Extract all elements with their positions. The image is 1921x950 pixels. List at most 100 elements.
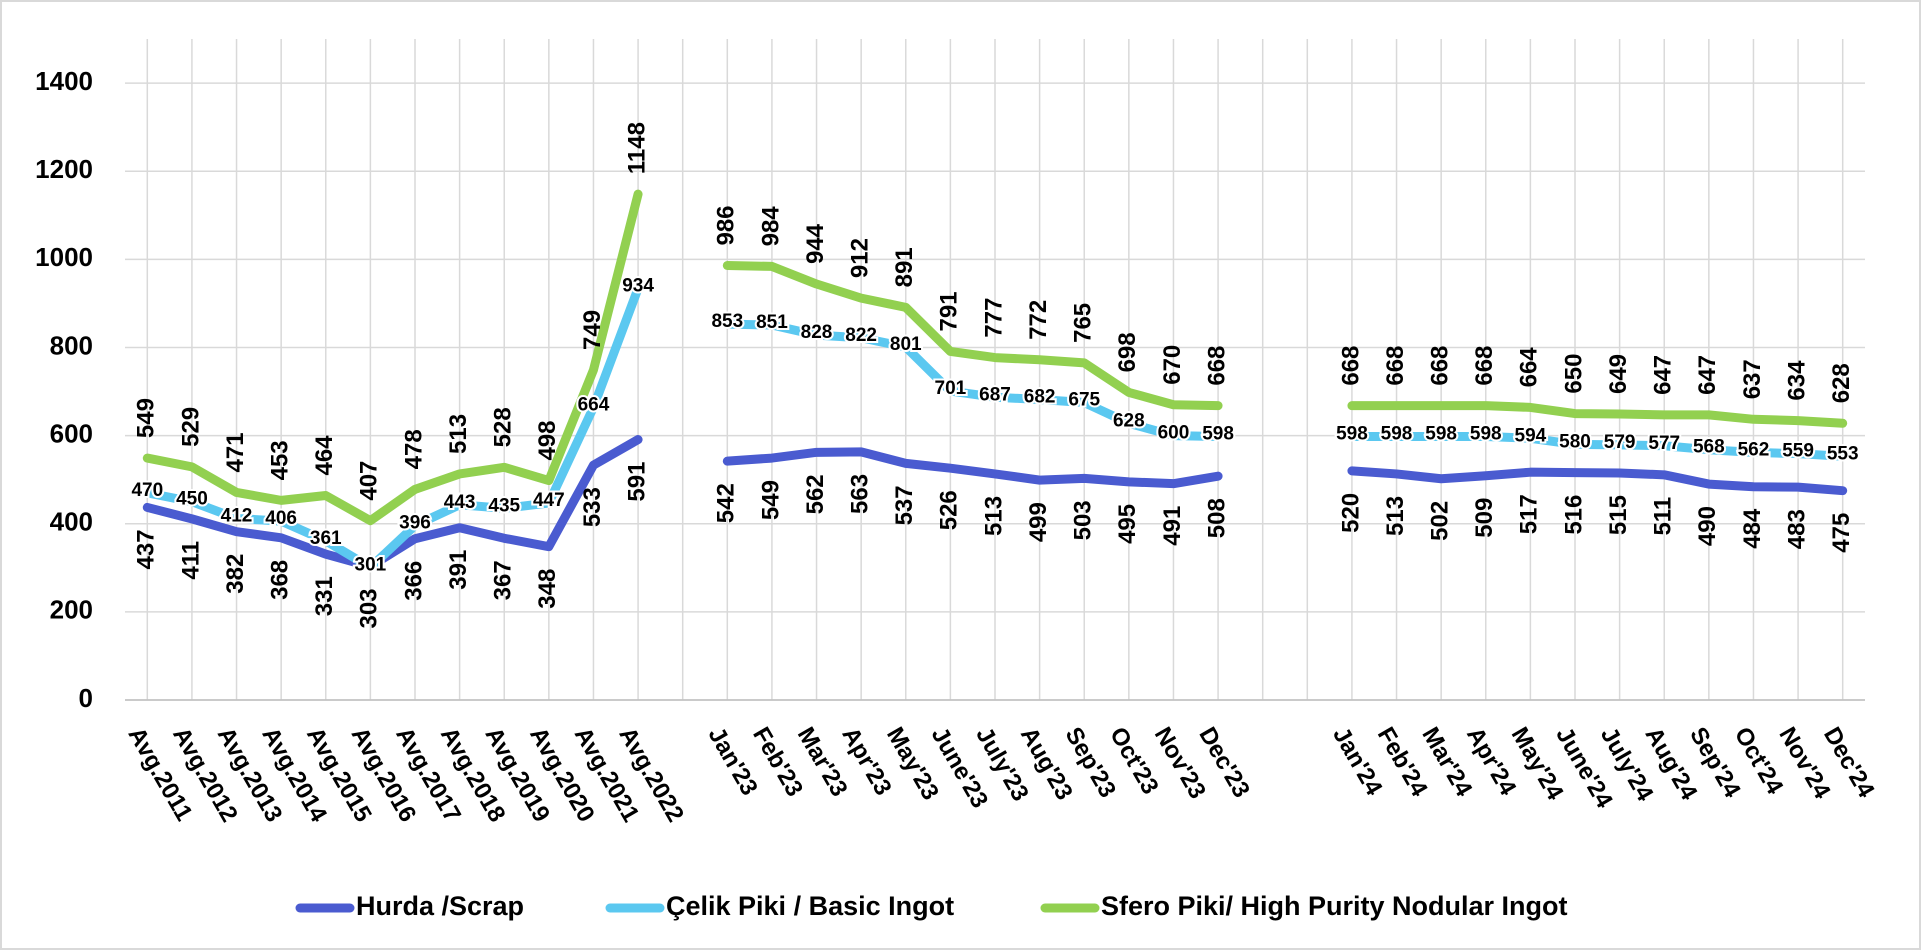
data-label: 495 [1114,504,1141,544]
y-tick-label: 1200 [35,154,93,184]
data-label: 348 [534,569,561,609]
data-label: 664 [1516,347,1543,388]
data-label: 647 [1650,355,1677,395]
data-label: 851 [756,312,788,333]
data-label: 470 [131,480,163,501]
y-tick-label: 1400 [35,66,93,96]
data-label: 670 [1159,345,1186,385]
series-line [142,189,643,526]
data-label: 822 [845,325,877,346]
series-line [1347,431,1848,461]
data-label: 478 [400,429,427,469]
data-label: 453 [266,440,293,480]
data-label: 1148 [623,122,650,174]
data-label: 598 [1381,423,1413,444]
data-label: 668 [1471,346,1498,386]
data-label: 598 [1425,423,1457,444]
data-label: 749 [579,310,606,350]
data-label: 649 [1605,354,1632,394]
data-label: 412 [221,505,253,526]
data-label: 503 [1070,500,1097,540]
data-label: 366 [400,561,427,601]
data-label: 382 [222,554,249,594]
data-label: 675 [1068,390,1100,411]
data-label: 509 [1471,498,1498,538]
data-label: 772 [1025,300,1052,340]
data-label: 801 [890,334,922,355]
data-label: 984 [757,206,784,247]
y-tick-label: 800 [50,330,93,360]
y-tick-label: 200 [50,595,93,625]
data-label: 664 [578,394,610,415]
y-tick-label: 0 [79,683,93,713]
data-label: 559 [1782,441,1814,462]
series-line [142,283,643,572]
data-label: 542 [713,483,740,523]
series-line [1347,466,1848,496]
data-label: 498 [534,421,561,461]
data-label: 647 [1694,355,1721,395]
data-label: 598 [1202,423,1234,444]
data-label: 563 [846,474,873,514]
data-label: 580 [1559,431,1591,452]
data-label: 912 [846,238,873,278]
data-label: 698 [1114,332,1141,372]
data-label: 450 [176,489,208,510]
data-label: 513 [980,496,1007,536]
data-label: 511 [1650,497,1677,536]
data-label: 515 [1605,495,1632,535]
data-label: 668 [1337,346,1364,386]
data-label: 682 [1024,386,1056,407]
series-line [722,447,1223,489]
data-label: 464 [311,435,338,476]
data-label: 517 [1516,494,1543,534]
data-label: 791 [936,291,963,331]
data-label: 668 [1382,346,1409,386]
data-label: 650 [1560,354,1587,394]
data-label: 986 [713,205,740,245]
data-label: 490 [1694,506,1721,546]
data-label: 598 [1336,423,1368,444]
data-label: 594 [1515,425,1547,446]
data-label: 549 [133,398,160,438]
data-label: 634 [1783,360,1810,401]
data-label: 484 [1739,508,1766,549]
data-label: 526 [936,490,963,530]
data-label: 529 [177,407,204,447]
data-label: 637 [1739,359,1766,399]
legend-label: Hurda /Scrap [356,891,524,921]
data-label: 598 [1470,423,1502,444]
data-label: 516 [1560,495,1587,535]
data-label: 508 [1203,498,1230,538]
data-label: 513 [1382,496,1409,536]
data-label: 537 [891,485,918,525]
data-label: 513 [445,414,472,454]
data-label: 562 [1738,439,1770,460]
data-label: 435 [488,495,520,516]
data-label: 828 [801,322,833,343]
data-label: 533 [579,487,606,527]
data-label: 367 [490,560,517,600]
data-label: 777 [980,298,1007,338]
data-label: 437 [133,529,160,569]
data-label: 568 [1693,437,1725,458]
data-label: 701 [935,378,967,399]
data-label: 528 [490,407,517,447]
data-label: 475 [1828,513,1855,553]
data-label: 483 [1783,509,1810,549]
data-label: 502 [1426,501,1453,541]
data-label: 591 [623,462,650,502]
data-label: 301 [355,554,387,575]
data-label: 491 [1159,506,1186,546]
data-label: 407 [356,461,383,501]
data-label: 331 [311,576,338,616]
data-label: 303 [356,588,383,628]
data-label: 562 [802,474,829,514]
data-label: 891 [891,247,918,287]
data-label: 520 [1337,493,1364,533]
data-label: 447 [533,490,565,511]
data-label: 765 [1070,303,1097,343]
data-label: 944 [802,223,829,264]
data-label: 600 [1158,423,1190,444]
